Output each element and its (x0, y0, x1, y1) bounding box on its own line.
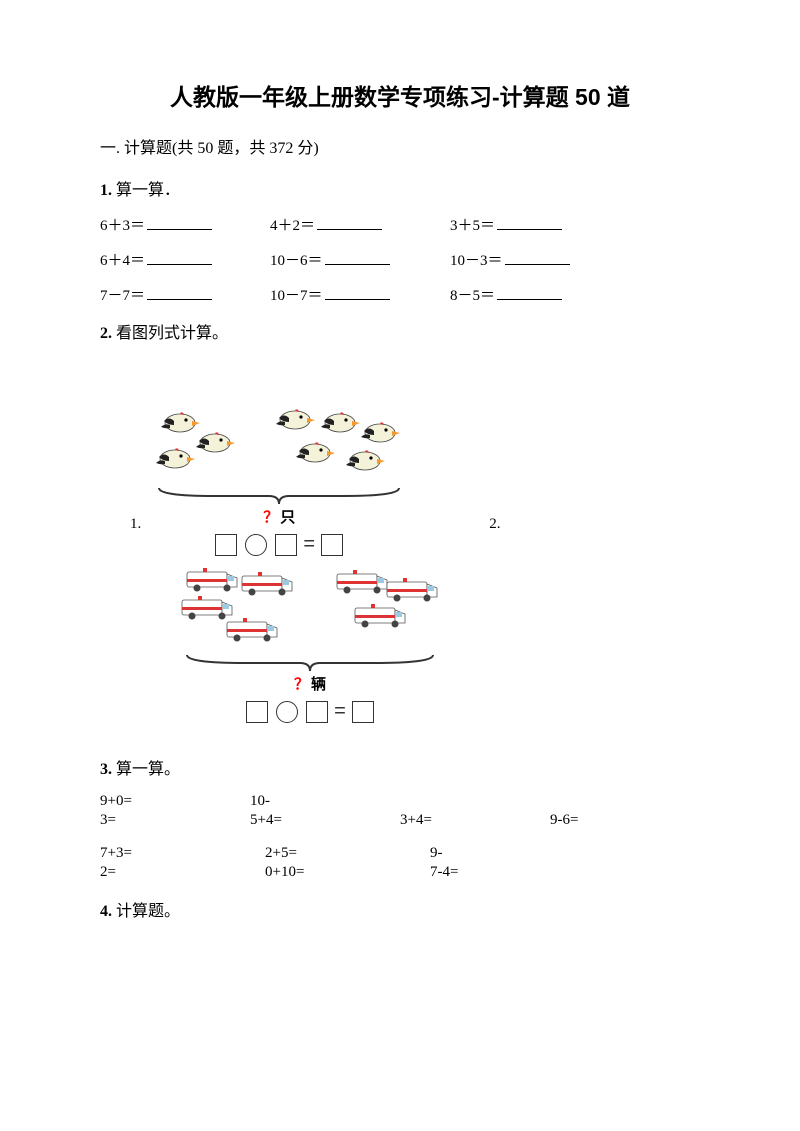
operator-box[interactable] (276, 701, 298, 723)
page-title: 人教版一年级上册数学专项练习-计算题 50 道 (100, 78, 700, 112)
eq-expr: 3＋5＝ (450, 214, 495, 235)
eq-cell: 7+3= (100, 845, 265, 862)
q2-figure-2: ？辆 = (175, 562, 700, 723)
answer-blank[interactable] (147, 214, 212, 230)
q1-row: 6＋4＝ 10－6＝ 10－3＝ (100, 249, 700, 270)
q2-heading: 2. 看图列式计算。 (100, 319, 700, 343)
eq-cell: 9+0= (100, 793, 250, 810)
eq-cell: 6＋4＝ (100, 249, 270, 270)
eq-expr: 4＋2＝ (270, 214, 315, 235)
answer-box[interactable] (246, 701, 268, 723)
fig2-ambulances (175, 562, 445, 653)
eq-cell: 7-4= (430, 864, 550, 881)
eq-cell: 10－3＝ (450, 249, 620, 270)
ambulances-svg (175, 562, 445, 648)
eq-cell: 2= (100, 864, 265, 881)
q3-text: 算一算。 (112, 761, 180, 778)
q1-row: 7－7＝ 10－7＝ 8－5＝ (100, 284, 700, 305)
qmark-unit: 辆 (311, 677, 326, 693)
eq-cell: 0+10= (265, 864, 430, 881)
eq-cell: 6＋3＝ (100, 214, 270, 235)
fig1-birds (149, 403, 409, 486)
answer-blank[interactable] (325, 284, 390, 300)
answer-blank[interactable] (497, 284, 562, 300)
fig2-qmark: ？辆 (294, 673, 326, 694)
fig2-container: ？辆 = (175, 562, 445, 723)
eq-expr: 10－3＝ (450, 249, 503, 270)
answer-box[interactable] (215, 534, 237, 556)
eq-expr: 10－6＝ (270, 249, 323, 270)
eq-cell: 9- (430, 845, 480, 862)
eq-cell: 8－5＝ (450, 284, 620, 305)
eq-cell: 3+4= (400, 812, 550, 829)
answer-box[interactable] (352, 701, 374, 723)
brace-icon (149, 486, 409, 508)
fig2-equation-boxes: = (242, 700, 378, 723)
q3-equations: 9+0= 10- 3= 5+4= 3+4= 9-6= 7+3= 2+5= 9- … (100, 793, 700, 881)
q4-text: 计算题。 (112, 903, 180, 920)
equals-sign: = (334, 700, 346, 723)
answer-box[interactable] (321, 534, 343, 556)
q4-heading: 4. 计算题。 (100, 897, 700, 921)
fig2-label: 2. (489, 516, 500, 533)
eq-cell: 3= (100, 812, 250, 829)
eq-cell: 7－7＝ (100, 284, 270, 305)
answer-blank[interactable] (497, 214, 562, 230)
eq-cell: 9-6= (550, 812, 670, 829)
q1-text: 算一算． (112, 182, 180, 199)
eq-expr: 10－7＝ (270, 284, 323, 305)
eq-expr: 6＋3＝ (100, 214, 145, 235)
eq-expr: 7－7＝ (100, 284, 145, 305)
eq-cell: 2+5= (265, 845, 430, 862)
answer-blank[interactable] (325, 249, 390, 265)
eq-expr: 6＋4＝ (100, 249, 145, 270)
q2-text: 看图列式计算。 (112, 325, 228, 342)
q1-number: 1. (100, 182, 112, 199)
answer-box[interactable] (275, 534, 297, 556)
fig1-qmark: ？只 (263, 506, 295, 527)
birds-svg (149, 403, 409, 481)
brace-icon (175, 653, 445, 675)
q4-number: 4. (100, 903, 112, 920)
q1-row: 6＋3＝ 4＋2＝ 3＋5＝ (100, 214, 700, 235)
qmark-unit: 只 (280, 510, 295, 526)
answer-blank[interactable] (147, 284, 212, 300)
q3-heading: 3. 算一算。 (100, 755, 700, 779)
q1-heading: 1. 算一算． (100, 176, 700, 200)
q3-row: 9+0= 10- (100, 793, 700, 810)
q2-number: 2. (100, 325, 112, 342)
section-header: 一. 计算题(共 50 题，共 372 分) (100, 134, 700, 158)
answer-blank[interactable] (317, 214, 382, 230)
operator-box[interactable] (245, 534, 267, 556)
fig1-equation-boxes: = (211, 533, 347, 556)
eq-cell: 10－7＝ (270, 284, 450, 305)
q3-row: 2= 0+10= 7-4= (100, 864, 700, 881)
equals-sign: = (303, 533, 315, 556)
answer-box[interactable] (306, 701, 328, 723)
eq-expr: 8－5＝ (450, 284, 495, 305)
fig1-label: 1. (130, 516, 141, 533)
eq-cell: 10- (250, 793, 400, 810)
answer-blank[interactable] (147, 249, 212, 265)
eq-cell: 10－6＝ (270, 249, 450, 270)
q1-equations: 6＋3＝ 4＋2＝ 3＋5＝ 6＋4＝ 10－6＝ 10－3＝ 7－7＝ 10－… (100, 214, 700, 305)
q3-number: 3. (100, 761, 112, 778)
eq-cell: 5+4= (250, 812, 400, 829)
q2-figure-1: 1. (130, 403, 700, 556)
answer-blank[interactable] (505, 249, 570, 265)
fig1-container: ？只 = (149, 403, 409, 556)
qmark-symbol: ？ (263, 510, 278, 526)
q3-row: 3= 5+4= 3+4= 9-6= (100, 812, 700, 829)
qmark-symbol: ？ (294, 677, 309, 693)
eq-cell: 4＋2＝ (270, 214, 450, 235)
q3-row: 7+3= 2+5= 9- (100, 845, 700, 862)
eq-cell: 3＋5＝ (450, 214, 620, 235)
